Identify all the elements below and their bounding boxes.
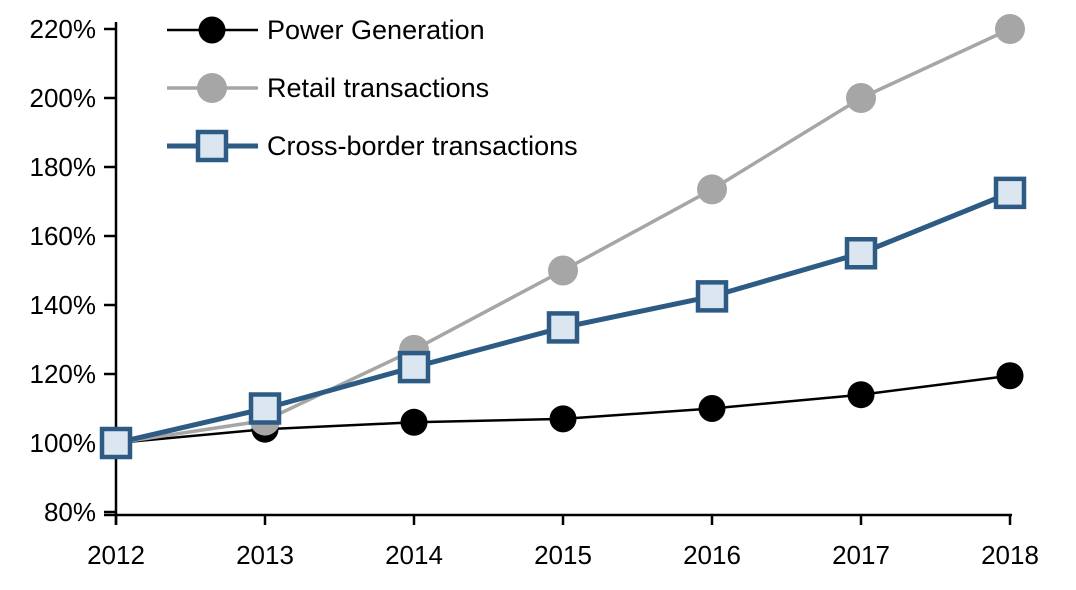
- marker-legend-cross-border-transactions: [195, 129, 229, 163]
- axes: 80% 100% 120% 140% 160% 180% 200% 220% 2012 2013 2…: [30, 14, 1039, 570]
- marker-retail-transactions: [995, 14, 1025, 44]
- marker-power-generation: [400, 408, 428, 436]
- y-axis-tick-label: 80%: [44, 497, 96, 527]
- marker-retail-transactions: [697, 174, 727, 205]
- x-axis-tick-label: 2017: [832, 540, 890, 570]
- marker-power-generation: [698, 395, 726, 422]
- legend-label: Cross-border transactions: [267, 131, 578, 161]
- y-axis-tick-label: 220%: [30, 14, 97, 44]
- x-axis-tick-label: 2016: [683, 540, 741, 570]
- x-axis-tick-label: 2012: [87, 540, 145, 570]
- marker-cross-border-transactions: [397, 350, 431, 384]
- marker-power-generation: [847, 381, 875, 409]
- legend-item-cross-border-transactions: Cross-border transactions: [167, 129, 578, 163]
- y-axis-tick-label: 160%: [30, 221, 97, 251]
- x-axis-tick-label: 2018: [981, 540, 1039, 570]
- x-axis-tick-label: 2014: [385, 540, 443, 570]
- marker-cross-border-transactions: [993, 176, 1027, 210]
- marker-legend-power-generation: [198, 16, 226, 44]
- legend: Power Generation Retail transactions Cross…: [167, 15, 578, 163]
- y-axis-tick-label: 120%: [30, 359, 97, 389]
- y-axis-tick-label: 140%: [30, 290, 97, 320]
- series-line-retail-transactions: [115, 27, 1011, 445]
- marker-cross-border-transactions: [99, 426, 133, 460]
- y-axis-tick-label: 180%: [30, 152, 97, 182]
- marker-power-generation: [996, 362, 1024, 390]
- series-power-generation: [102, 362, 1024, 457]
- legend-item-power-generation: Power Generation: [167, 15, 485, 45]
- x-axis-tick-label: 2015: [534, 540, 592, 570]
- y-axis-tick-label: 100%: [30, 428, 97, 458]
- y-axis-tick-label: 200%: [30, 83, 97, 113]
- marker-legend-retail-transactions: [197, 73, 227, 103]
- legend-item-retail-transactions: Retail transactions: [167, 73, 489, 103]
- series-cross-border-transactions: [99, 176, 1027, 460]
- marker-cross-border-transactions: [248, 392, 282, 425]
- marker-retail-transactions: [548, 255, 578, 286]
- marker-power-generation: [549, 405, 577, 433]
- marker-cross-border-transactions: [844, 237, 878, 270]
- marker-retail-transactions: [846, 83, 876, 113]
- legend-label: Retail transactions: [267, 73, 489, 103]
- legend-label: Power Generation: [267, 15, 485, 45]
- marker-cross-border-transactions: [546, 311, 580, 344]
- x-axis-tick-label: 2013: [236, 540, 294, 570]
- marker-cross-border-transactions: [695, 280, 729, 313]
